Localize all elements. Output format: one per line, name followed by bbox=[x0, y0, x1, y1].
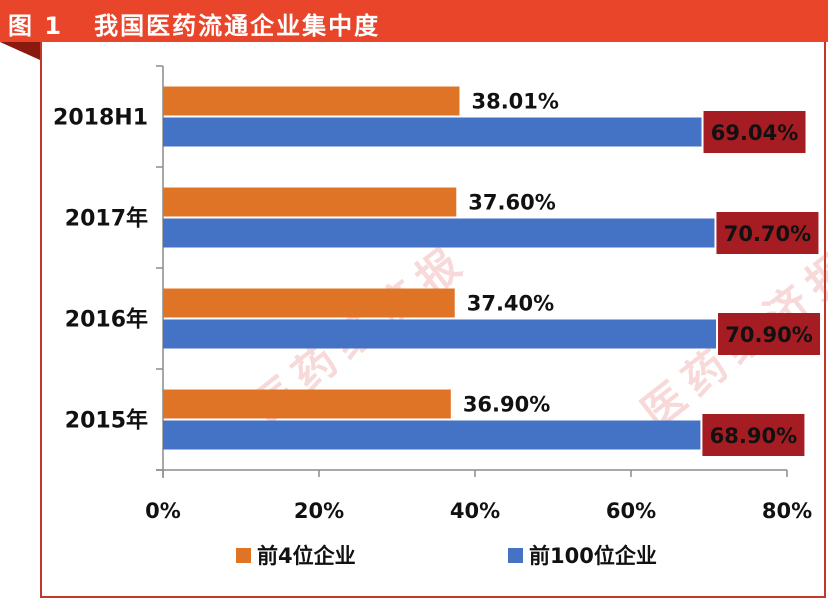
data-label-box-top100 bbox=[718, 313, 821, 355]
bar-top100 bbox=[163, 117, 702, 147]
figure-title: 图 1 我国医药流通企业集中度 bbox=[8, 6, 380, 41]
legend-item-top4: 前4位企业 bbox=[236, 540, 356, 570]
bar-top100 bbox=[163, 420, 701, 450]
data-label-top4: 36.90% bbox=[463, 393, 550, 417]
data-label-top4: 37.40% bbox=[467, 292, 554, 316]
legend-label-top4: 前4位企业 bbox=[257, 544, 356, 568]
legend-label-top100: 前100位企业 bbox=[529, 544, 657, 568]
data-label-top100: 70.90% bbox=[725, 323, 812, 347]
legend-swatch-top4 bbox=[236, 547, 251, 563]
x-tick-label: 0% bbox=[145, 499, 181, 523]
data-label-box-top100 bbox=[703, 111, 806, 153]
legend: 前4位企业 前100位企业 bbox=[0, 540, 828, 570]
x-tick-label: 20% bbox=[294, 499, 344, 523]
x-tick-label: 80% bbox=[762, 499, 812, 523]
data-label-box-top100 bbox=[716, 212, 819, 254]
figure-number: 图 1 bbox=[8, 12, 64, 40]
bar-top4 bbox=[163, 389, 451, 419]
category-label: 2018H1 bbox=[53, 106, 148, 131]
legend-swatch-top100 bbox=[508, 547, 523, 563]
data-label-top100: 70.70% bbox=[724, 222, 811, 246]
bar-top4 bbox=[163, 86, 460, 116]
legend-item-top100: 前100位企业 bbox=[508, 540, 657, 570]
data-label-box-top100 bbox=[702, 414, 805, 456]
x-tick-label: 40% bbox=[450, 499, 500, 523]
data-label-top4: 38.01% bbox=[471, 90, 558, 114]
chart-title: 我国医药流通企业集中度 bbox=[94, 12, 381, 40]
bar-top100 bbox=[163, 218, 715, 248]
category-label: 2015年 bbox=[65, 408, 148, 434]
chart-frame bbox=[40, 42, 826, 598]
data-label-top100: 69.04% bbox=[711, 121, 798, 145]
category-label: 2017年 bbox=[65, 206, 148, 232]
data-label-top4: 37.60% bbox=[468, 191, 555, 215]
bar-top4 bbox=[163, 187, 457, 217]
header-fold-corner bbox=[0, 42, 40, 60]
category-label: 2016年 bbox=[65, 307, 148, 333]
x-tick-label: 60% bbox=[606, 499, 656, 523]
data-label-top100: 68.90% bbox=[710, 424, 797, 448]
figure-header: 图 1 我国医药流通企业集中度 bbox=[0, 0, 828, 42]
bar-top100 bbox=[163, 319, 717, 349]
bar-top4 bbox=[163, 288, 455, 318]
